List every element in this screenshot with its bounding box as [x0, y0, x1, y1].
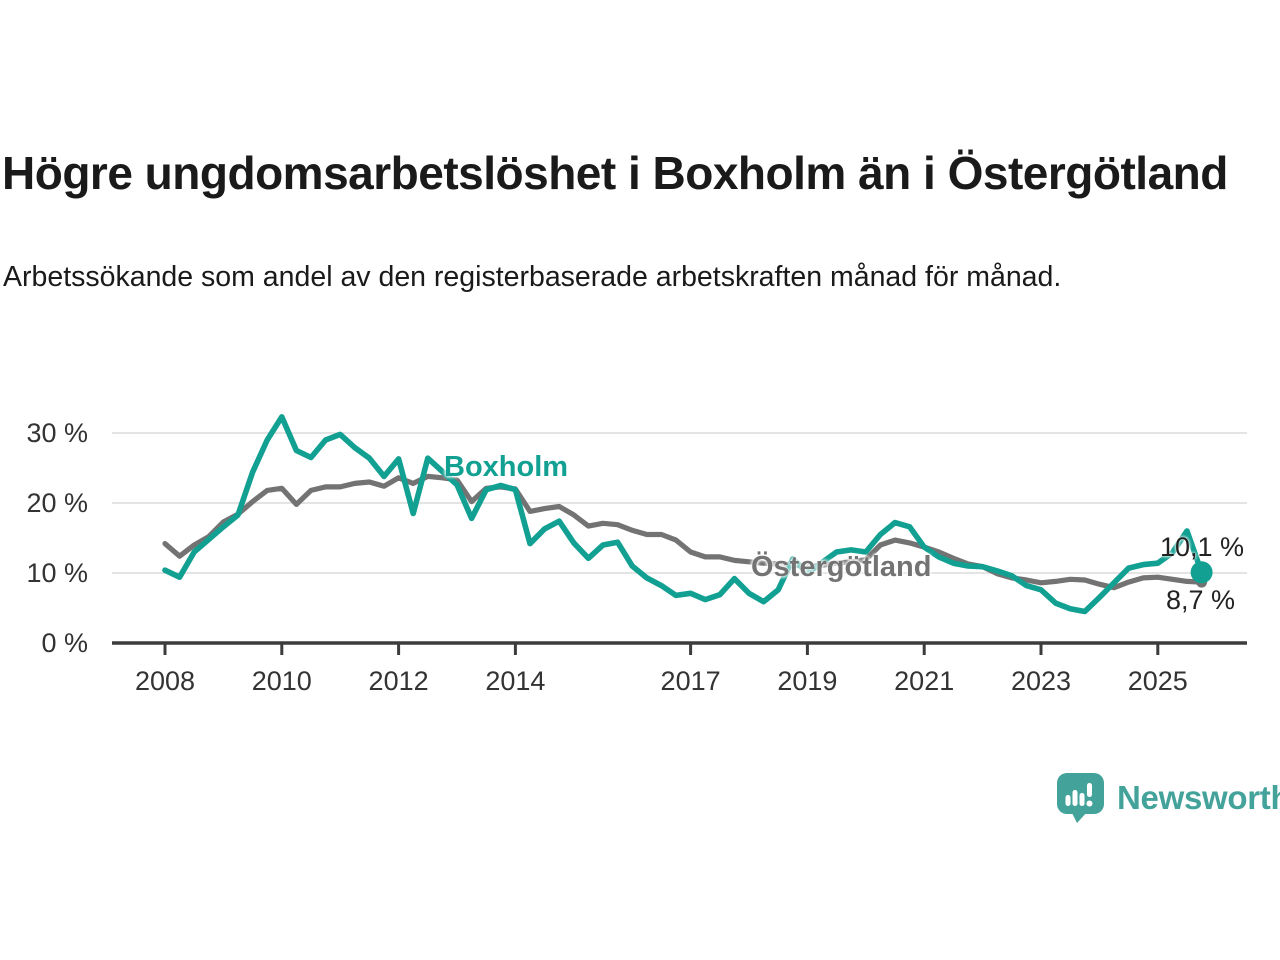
end-value-boxholm: 10,1 %	[1160, 532, 1245, 562]
chart-subtitle: Arbetssökande som andel av den registerb…	[3, 261, 1062, 293]
series-label-boxholm: Boxholm	[444, 451, 569, 483]
x-tick-label-2025: 2025	[1128, 666, 1188, 696]
series-label-ostergotland: Östergötland	[751, 551, 932, 583]
x-tick-label-2008: 2008	[135, 666, 195, 696]
y-tick-label-10: 10 %	[26, 558, 88, 588]
end-value-ostergotland: 8,7 %	[1166, 585, 1236, 615]
x-tick-label-2023: 2023	[1011, 666, 1071, 696]
series-line-boxholm	[162, 414, 1205, 615]
end-dot-boxholm	[1190, 561, 1213, 584]
newsworthy-logo-text: Newsworthy	[1117, 779, 1280, 816]
x-tick-label-2017: 2017	[661, 666, 721, 696]
y-tick-label-20: 20 %	[26, 488, 88, 518]
x-tick-label-2014: 2014	[485, 666, 545, 696]
y-tick-label-0: 0 %	[41, 628, 88, 658]
newsworthy-logo: Newsworthy	[1056, 772, 1280, 824]
newsworthy-logo-icon	[1057, 773, 1104, 823]
page-title: Högre ungdomsarbetslöshet i Boxholm än i…	[2, 147, 1228, 199]
x-tick-label-2012: 2012	[369, 666, 429, 696]
x-tick-label-2021: 2021	[894, 666, 954, 696]
x-tick-label-2019: 2019	[777, 666, 837, 696]
y-tick-label-30: 30 %	[26, 418, 88, 448]
series-line-ostergotland	[162, 473, 1205, 591]
x-tick-label-2010: 2010	[252, 666, 312, 696]
